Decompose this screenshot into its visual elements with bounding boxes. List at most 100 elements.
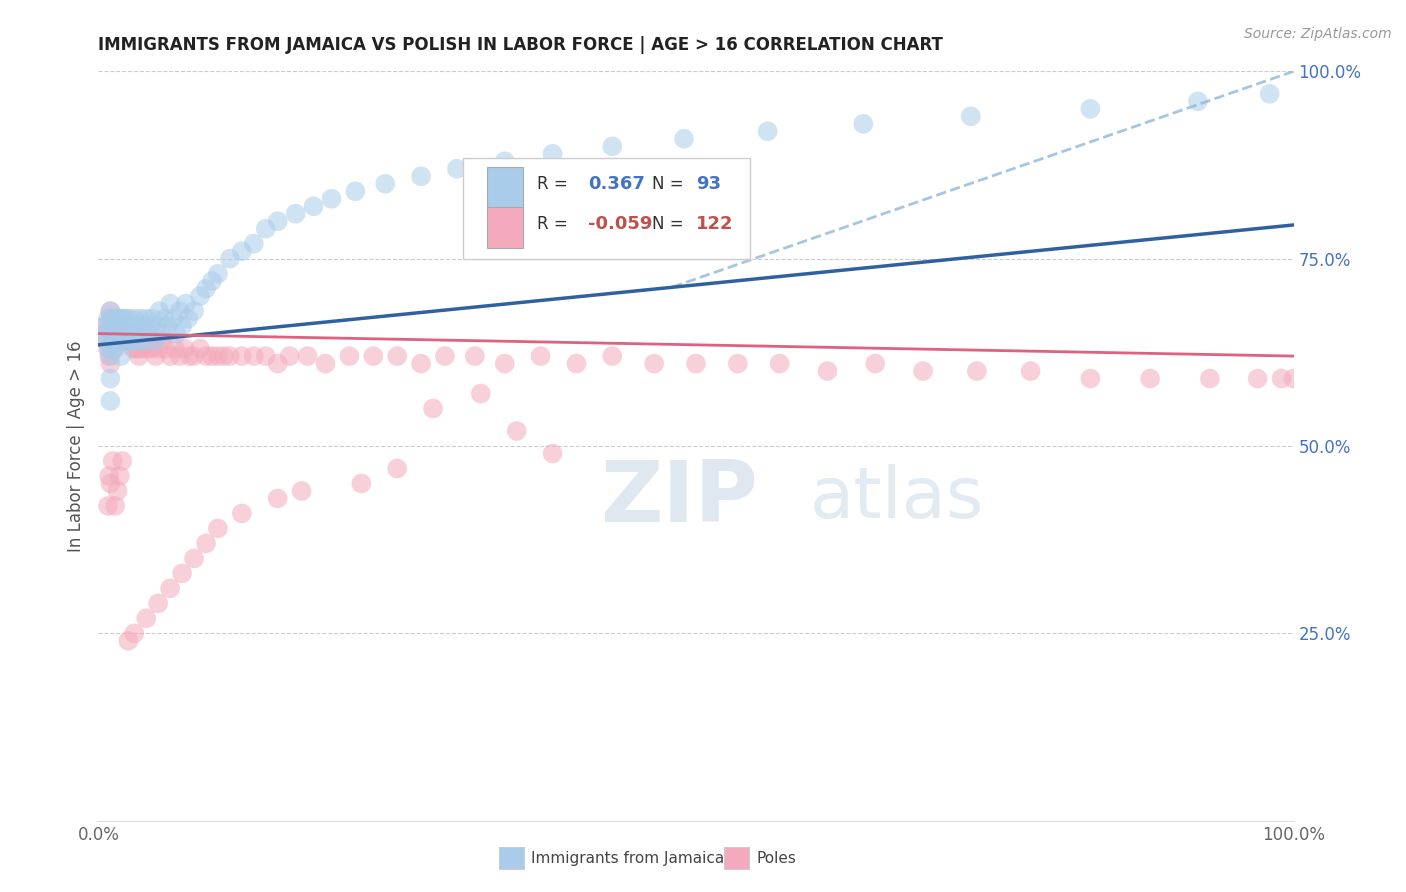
Point <box>188 289 211 303</box>
Point <box>1258 87 1281 101</box>
Point <box>852 117 875 131</box>
Point <box>111 326 134 341</box>
Point <box>254 221 277 235</box>
Point <box>100 319 122 334</box>
Point <box>148 596 170 610</box>
Point <box>105 334 128 348</box>
Point <box>1187 95 1209 109</box>
Point <box>111 454 134 468</box>
Point <box>207 349 229 363</box>
Point <box>104 334 127 348</box>
Point <box>100 319 122 334</box>
FancyBboxPatch shape <box>486 207 523 248</box>
Point <box>243 349 266 363</box>
Point <box>115 334 138 348</box>
Point <box>815 364 838 378</box>
Point <box>207 267 229 281</box>
Point <box>108 319 131 334</box>
Point <box>124 334 146 348</box>
Point <box>159 582 181 596</box>
Point <box>107 319 129 334</box>
Point <box>139 319 162 334</box>
Point <box>120 326 142 341</box>
Text: N =: N = <box>652 175 683 193</box>
Point <box>321 192 343 206</box>
Point <box>101 326 124 341</box>
Point <box>267 214 290 228</box>
Point <box>98 469 121 483</box>
Point <box>110 349 132 363</box>
Text: Source: ZipAtlas.com: Source: ZipAtlas.com <box>1244 27 1392 41</box>
Point <box>146 319 169 334</box>
Point <box>1080 371 1102 385</box>
Point <box>494 154 516 169</box>
Y-axis label: In Labor Force | Age > 16: In Labor Force | Age > 16 <box>66 340 84 552</box>
Point <box>1247 371 1270 385</box>
Point <box>1282 371 1305 385</box>
Point <box>188 342 211 356</box>
Point <box>120 319 142 334</box>
Point <box>673 132 696 146</box>
Point <box>115 311 138 326</box>
Point <box>150 326 173 341</box>
Point <box>93 319 115 334</box>
Point <box>363 349 385 363</box>
Point <box>231 507 253 521</box>
Point <box>183 304 205 318</box>
Point <box>121 334 143 348</box>
Point <box>911 364 934 378</box>
Point <box>110 334 132 348</box>
Point <box>142 342 165 356</box>
Text: R =: R = <box>537 175 568 193</box>
Point <box>201 274 224 288</box>
Point <box>434 349 457 363</box>
Point <box>131 334 153 348</box>
Point <box>105 326 128 341</box>
Point <box>125 319 148 334</box>
Point <box>107 334 129 348</box>
Point <box>103 319 125 334</box>
Point <box>115 326 138 341</box>
Point <box>422 401 444 416</box>
Text: Poles: Poles <box>756 851 796 865</box>
Point <box>768 357 790 371</box>
Text: 0.367: 0.367 <box>589 175 645 193</box>
Point <box>139 334 162 348</box>
Point <box>114 319 136 334</box>
Point <box>118 311 141 326</box>
Point <box>966 364 988 378</box>
Point <box>101 334 124 348</box>
Point <box>960 109 983 123</box>
Point <box>101 311 124 326</box>
Point <box>96 334 118 348</box>
Point <box>195 536 218 550</box>
Point <box>643 357 665 371</box>
Point <box>231 244 253 259</box>
Point <box>117 326 139 341</box>
Point <box>132 342 155 356</box>
Point <box>446 161 468 176</box>
Point <box>494 357 516 371</box>
Point <box>350 476 373 491</box>
Point <box>93 326 115 341</box>
Point <box>121 334 143 348</box>
Point <box>212 349 235 363</box>
Point <box>865 357 887 371</box>
Point <box>98 349 121 363</box>
Point <box>97 342 120 356</box>
Point <box>159 349 181 363</box>
Point <box>110 311 132 326</box>
Point <box>117 319 139 334</box>
Point <box>98 311 122 326</box>
Point <box>128 349 150 363</box>
Point <box>291 483 314 498</box>
Point <box>105 311 128 326</box>
Point <box>135 334 157 348</box>
Point <box>179 349 201 363</box>
Point <box>105 319 128 334</box>
Point <box>127 334 149 348</box>
Point <box>565 357 588 371</box>
Point <box>103 319 125 334</box>
Point <box>136 326 159 341</box>
Point <box>344 184 367 198</box>
